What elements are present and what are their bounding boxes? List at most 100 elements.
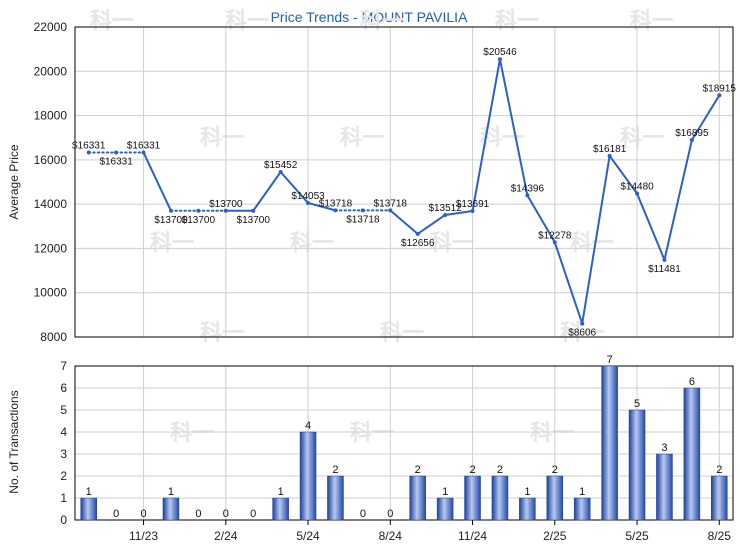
price-y-tick-label: 8000 — [40, 330, 67, 344]
transaction-bar — [601, 365, 618, 521]
bar-y-tick-label: 2 — [60, 469, 67, 483]
price-line-segment — [444, 209, 474, 216]
x-tick-label: 2/25 — [543, 529, 567, 543]
price-line-segment — [252, 170, 282, 212]
price-y-tick-label: 18000 — [34, 109, 68, 123]
price-point — [333, 208, 338, 213]
transaction-bar — [519, 497, 536, 521]
price-line-segment — [526, 194, 556, 244]
price-data-label: $16895 — [675, 128, 709, 139]
watermark-text: 科一 — [430, 230, 474, 255]
transaction-bar — [656, 453, 673, 521]
price-point — [580, 321, 585, 326]
x-tick-label: 5/24 — [296, 529, 320, 543]
price-data-label: $13700 — [209, 199, 243, 210]
price-data-label: $8606 — [568, 328, 596, 339]
watermark-text: 科一 — [620, 125, 664, 150]
price-data-label: $16181 — [593, 144, 627, 155]
price-data-label: $14396 — [511, 183, 545, 194]
bar-plot-frame — [74, 365, 734, 521]
price-point — [662, 257, 667, 262]
transaction-count-label: 2 — [332, 464, 338, 476]
price-data-label: $16331 — [99, 157, 133, 168]
price-point — [388, 208, 393, 213]
transactions-y-axis-label: No. of Transactions — [7, 390, 21, 493]
bar-y-tick-label: 5 — [60, 403, 67, 417]
transaction-count-label: 0 — [195, 508, 201, 520]
price-point — [443, 212, 448, 217]
price-y-tick-label: 16000 — [34, 153, 68, 167]
price-line-segment — [581, 154, 611, 325]
price-data-label: $16331 — [127, 141, 161, 152]
watermark-text: 科一 — [360, 8, 404, 33]
x-tick-label: 11/23 — [129, 529, 158, 543]
transaction-bar — [436, 497, 454, 521]
x-tick-label: 5/25 — [625, 529, 649, 543]
transaction-count-label: 2 — [497, 464, 503, 476]
price-line-segment — [663, 139, 693, 261]
watermark-text: 科一 — [340, 125, 384, 150]
watermark-text: 科一 — [290, 230, 334, 255]
watermark-text: 科一 — [495, 8, 539, 33]
watermark-text: 科一 — [380, 320, 424, 345]
price-line-segment — [636, 192, 666, 261]
price-line-segment — [279, 170, 310, 204]
watermark-text: 科一 — [150, 230, 194, 255]
transaction-count-label: 0 — [113, 508, 119, 520]
bar-y-tick-label: 7 — [60, 359, 67, 373]
price-data-label: $12656 — [401, 238, 435, 249]
transaction-bar — [573, 497, 591, 521]
transaction-count-label: 7 — [607, 354, 613, 366]
transaction-bar — [711, 475, 728, 521]
price-point — [689, 138, 694, 143]
price-point — [196, 208, 201, 213]
price-y-tick-label: 10000 — [34, 286, 68, 300]
price-data-label: $14480 — [620, 182, 654, 193]
price-line-segment — [608, 154, 639, 195]
price-point — [717, 93, 722, 98]
price-line-segment — [690, 94, 721, 142]
transaction-count-label: 2 — [716, 464, 722, 476]
price-data-label: $13700 — [237, 215, 271, 226]
price-y-tick-label: 22000 — [34, 20, 68, 34]
bar-y-tick-label: 4 — [60, 425, 67, 439]
price-line-segment — [416, 213, 447, 235]
transaction-bar — [299, 431, 317, 521]
transaction-count-label: 1 — [524, 486, 530, 498]
price-line-segment — [389, 209, 419, 235]
transaction-count-label: 0 — [223, 508, 229, 520]
transaction-count-label: 1 — [442, 486, 448, 498]
price-point — [497, 57, 502, 62]
transaction-bar — [80, 497, 97, 521]
transaction-count-label: 1 — [278, 486, 284, 498]
transaction-count-label: 0 — [140, 508, 146, 520]
transaction-bar — [464, 475, 481, 521]
transaction-bar — [327, 475, 344, 521]
x-tick-label: 8/25 — [708, 529, 732, 543]
x-tick-label: 8/24 — [379, 529, 403, 543]
transaction-bar — [628, 409, 646, 521]
price-point — [278, 169, 283, 174]
price-data-label: $14053 — [291, 191, 325, 202]
watermark-text: 科一 — [200, 125, 244, 150]
price-point — [360, 208, 365, 213]
transaction-count-label: 1 — [86, 486, 92, 498]
price-point — [223, 208, 228, 213]
price-point — [168, 208, 173, 213]
bar-y-tick-label: 3 — [60, 447, 67, 461]
x-tick-label: 11/24 — [458, 529, 487, 543]
price-data-label: $11481 — [648, 264, 681, 275]
transaction-bar — [683, 387, 701, 521]
transaction-count-label: 0 — [360, 508, 366, 520]
transaction-count-label: 2 — [415, 464, 421, 476]
price-data-label: $12278 — [538, 230, 572, 241]
price-point — [114, 150, 119, 155]
price-data-label: $13718 — [346, 214, 380, 225]
price-point — [86, 150, 91, 155]
bar-y-tick-label: 1 — [60, 491, 67, 505]
price-point — [552, 240, 557, 245]
transaction-count-label: 1 — [168, 486, 174, 498]
price-data-label: $13691 — [456, 199, 490, 210]
price-y-axis-label: Average Price — [7, 144, 21, 219]
